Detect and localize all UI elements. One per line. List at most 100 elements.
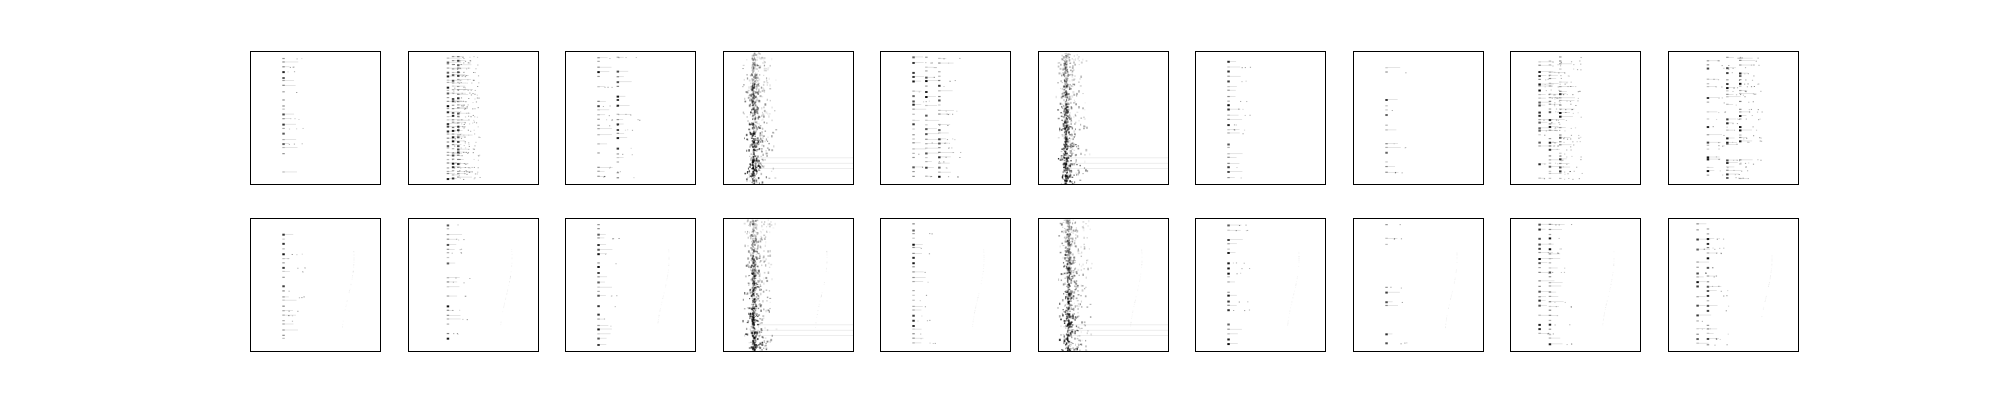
intensity-mark <box>925 96 928 99</box>
intensity-mark <box>751 58 754 60</box>
intensity-mark <box>1067 160 1070 163</box>
intensity-mark <box>755 257 758 260</box>
intensity-mark <box>1067 284 1070 286</box>
intensity-mark <box>1055 95 1057 99</box>
intensity-mark <box>599 244 607 245</box>
intensity-mark <box>1065 110 1068 114</box>
intensity-mark <box>616 172 620 174</box>
intensity-mark <box>912 266 915 268</box>
intensity-mark <box>1073 149 1075 151</box>
intensity-mark <box>1540 101 1551 103</box>
intensity-mark <box>752 262 754 265</box>
intensity-mark <box>767 67 769 69</box>
intensity-mark <box>761 181 763 184</box>
intensity-mark <box>1067 252 1069 254</box>
intensity-mark <box>1082 225 1084 228</box>
intensity-mark <box>938 71 941 73</box>
intensity-mark <box>751 238 753 240</box>
intensity-mark <box>446 323 449 325</box>
intensity-mark <box>763 57 766 60</box>
intensity-mark <box>284 329 298 331</box>
intensity-mark <box>1072 280 1074 282</box>
intensity-mark <box>1580 136 1582 138</box>
intensity-mark <box>758 300 760 302</box>
intensity-mark <box>462 239 465 241</box>
intensity-mark <box>1229 243 1237 245</box>
intensity-mark <box>1065 222 1068 225</box>
intensity-mark <box>1538 93 1541 96</box>
intensity-mark <box>1057 157 1059 160</box>
intensity-mark <box>1064 272 1066 275</box>
intensity-mark <box>282 123 285 126</box>
intensity-mark <box>1735 94 1737 96</box>
intensity-mark <box>743 334 745 337</box>
intensity-mark <box>1235 124 1237 126</box>
intensity-mark <box>1068 59 1070 62</box>
intensity-mark <box>453 100 462 102</box>
intensity-mark <box>1447 307 1449 309</box>
intensity-mark <box>1062 57 1065 59</box>
intensity-mark <box>466 319 468 321</box>
intensity-mark <box>1064 112 1067 114</box>
intensity-mark <box>770 57 772 61</box>
intensity-mark <box>820 294 822 296</box>
intensity-mark <box>1061 163 1064 166</box>
intensity-mark <box>1067 297 1069 300</box>
intensity-mark <box>451 111 454 114</box>
intensity-mark <box>1083 288 1085 290</box>
intensity-mark <box>1073 289 1076 291</box>
intensity-mark <box>751 291 753 293</box>
intensity-mark <box>1064 111 1066 113</box>
intensity-mark <box>1073 181 1075 184</box>
intensity-mark <box>763 238 766 240</box>
intensity-mark <box>1229 86 1237 87</box>
intensity-mark <box>1067 168 1070 171</box>
intensity-mark <box>752 92 754 95</box>
intensity-mark <box>983 254 985 256</box>
intensity-mark <box>451 143 454 146</box>
intensity-mark <box>1065 93 1067 96</box>
intensity-mark <box>752 141 755 144</box>
intensity-mark <box>767 142 770 145</box>
intensity-mark <box>749 312 751 315</box>
intensity-mark <box>1238 108 1240 110</box>
intensity-mark <box>462 178 464 180</box>
intensity-mark <box>751 160 753 162</box>
intensity-mark <box>1061 54 1063 57</box>
intensity-mark <box>464 151 466 153</box>
intensity-mark <box>599 134 612 136</box>
intensity-mark <box>1063 147 1066 149</box>
intensity-mark <box>752 115 755 117</box>
intensity-mark <box>1063 336 1065 338</box>
intensity-mark <box>616 56 620 58</box>
intensity-mark <box>753 251 755 253</box>
intensity-mark <box>753 341 756 344</box>
intensity-mark <box>1071 183 1073 184</box>
intensity-mark <box>1067 279 1070 282</box>
intensity-mark <box>754 220 756 222</box>
intensity-mark <box>616 104 620 107</box>
intensity-mark <box>1063 110 1066 113</box>
intensity-mark <box>1068 277 1070 280</box>
intensity-mark <box>1066 248 1068 250</box>
intensity-mark <box>1064 57 1067 61</box>
intensity-mark <box>1139 278 1140 280</box>
intensity-mark <box>477 167 479 169</box>
intensity-mark <box>741 85 743 88</box>
intensity-mark <box>464 82 466 84</box>
intensity-mark <box>1066 306 1068 310</box>
intensity-mark <box>1071 347 1074 349</box>
intensity-mark <box>1298 251 1300 253</box>
intensity-mark <box>1740 170 1742 172</box>
intensity-mark <box>599 344 607 345</box>
intensity-mark <box>1073 258 1075 261</box>
intensity-mark <box>1538 280 1541 282</box>
intensity-mark <box>1570 134 1573 136</box>
intensity-mark <box>1064 219 1067 221</box>
intensity-mark <box>755 126 758 129</box>
intensity-mark <box>1064 250 1066 252</box>
intensity-mark <box>753 64 756 66</box>
intensity-mark <box>470 89 472 91</box>
intensity-mark <box>1137 285 1139 287</box>
intensity-mark <box>465 173 468 175</box>
